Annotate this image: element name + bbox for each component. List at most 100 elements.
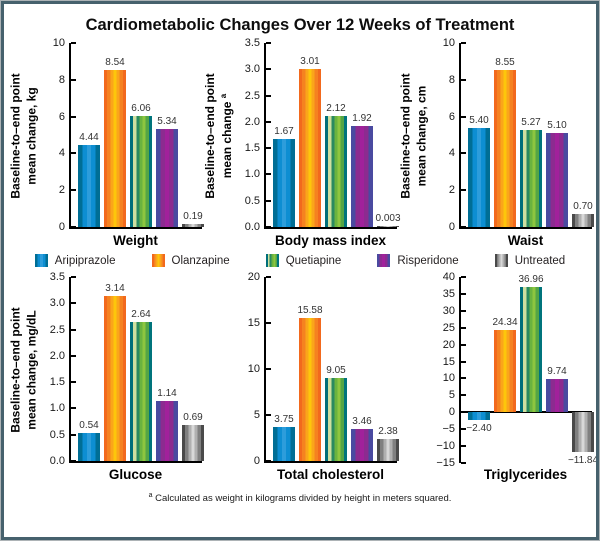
x-axis-title-glucose: Glucose	[108, 467, 163, 482]
footnote-text: Calculated as weight in kilograms divide…	[155, 493, 452, 505]
bar-triglycerides-quetiapine	[520, 287, 542, 413]
legend-item-quetiapine: Quetiapine	[265, 254, 341, 267]
y-axis-label-glucose: Baseline-to–end point mean change, mg/dL	[8, 307, 38, 433]
legend-swatch-quetiapine	[265, 254, 279, 267]
chart-bmi: Baseline-to–end point mean change a 0.0 0.5…	[202, 37, 401, 248]
bar-waist-olanzapine	[494, 69, 516, 227]
bar-total-cholesterol-olanzapine	[299, 317, 321, 461]
y-tick	[266, 368, 271, 370]
bar-glucose-aripiprazole	[78, 432, 100, 461]
y-tick-label: 1.0	[49, 402, 65, 415]
plot-area-triglycerides: −15 −10 −5 0 5 10 15 20 25 30 35 40 −2.40 24.34 36.96 9…	[436, 271, 596, 469]
value-label-weight-olanzapine: 8.54	[105, 56, 125, 68]
y-tick	[461, 326, 466, 329]
y-tick-label: 0.0	[244, 221, 260, 233]
y-tick	[461, 42, 466, 44]
y-axis-label-area-waist: Baseline-to–end point mean change, cm	[397, 43, 431, 229]
y-tick	[71, 328, 76, 331]
y-tick-label: 3.0	[244, 63, 260, 76]
legend-label-untreated: Untreated	[514, 254, 566, 267]
y-tick-label: 6	[58, 110, 65, 123]
y-tick	[266, 322, 271, 324]
y-tick-label: 5	[448, 389, 455, 402]
y-tick-label: 6	[448, 110, 455, 123]
legend-item-aripiprazole: Aripiprazole	[34, 254, 116, 267]
y-tick	[461, 189, 466, 192]
y-tick	[461, 411, 466, 414]
bar-bmi-aripiprazole	[273, 139, 295, 227]
chart-triglycerides: −15 −10 −5 0 5 10 15 20 25 30 35 40 −2.40 24.34 36.96 9…	[397, 271, 596, 482]
y-tick	[266, 147, 271, 150]
y-tick-label: 8	[58, 73, 65, 86]
bar-triglycerides-risperidone	[546, 379, 568, 413]
y-tick-label: 1.0	[244, 168, 260, 181]
y-tick-label: 2.0	[244, 115, 260, 128]
y-tick	[71, 115, 76, 118]
y-tick-label: 35	[442, 287, 455, 300]
value-label-triglycerides-olanzapine: 24.34	[492, 316, 518, 328]
legend-label-aripiprazole: Aripiprazole	[54, 254, 116, 267]
x-axis-title-total-cholesterol: Total cholesterol	[276, 467, 385, 482]
value-label-bmi-aripiprazole: 1.67	[274, 126, 294, 138]
y-tick-label: 2	[58, 184, 65, 197]
chart-total-cholesterol: 0 5 10 15 20 3.75 15.58 9.05 3.46 2.38 Total chole…	[202, 271, 399, 482]
value-label-glucose-olanzapine: 3.14	[105, 282, 125, 294]
value-label-waist-quetiapine: 5.27	[521, 117, 541, 129]
y-axis-label-area-glucose: Baseline-to–end point mean change, mg/dL	[7, 277, 41, 463]
x-axis-title-bmi: Body mass index	[274, 233, 387, 248]
y-tick	[461, 394, 466, 397]
y-tick	[71, 42, 76, 44]
value-label-bmi-olanzapine: 3.01	[300, 55, 320, 67]
y-tick	[461, 360, 466, 363]
y-tick-label: 4	[448, 147, 455, 160]
y-tick-label: 15	[247, 317, 260, 329]
y-tick-label: 2.5	[49, 323, 65, 336]
bar-weight-untreated	[182, 223, 204, 227]
bar-total-cholesterol-risperidone	[351, 429, 373, 461]
y-tick-label: 4	[58, 147, 65, 160]
x-axis-title-weight: Weight	[113, 233, 158, 248]
y-axis-label-bmi: Baseline-to–end point mean change a	[202, 73, 234, 199]
y-tick-label: 30	[442, 304, 455, 317]
chart-body-waist: Baseline-to–end point mean change, cm 0 2 4 6…	[397, 37, 594, 233]
chart-body-glucose: Baseline-to–end point mean change, mg/dL 0…	[7, 271, 204, 467]
y-tick-label: −10	[436, 440, 455, 453]
y-tick	[461, 115, 466, 118]
value-label-total-cholesterol-aripiprazole: 3.75	[274, 413, 294, 425]
y-tick	[266, 42, 271, 44]
plot-area-waist: 0 2 4 6 8 10 5.40 8.55 5.27 5.10 0.70	[443, 37, 594, 233]
y-tick-label: 10	[247, 363, 260, 375]
y-tick	[71, 460, 76, 462]
y-tick	[71, 276, 76, 278]
value-label-triglycerides-risperidone: 9.74	[547, 366, 567, 378]
bar-bmi-untreated	[377, 226, 399, 227]
value-label-total-cholesterol-risperidone: 3.46	[352, 416, 372, 428]
bar-waist-aripiprazole	[468, 127, 490, 227]
bar-total-cholesterol-aripiprazole	[273, 426, 295, 461]
footnote-marker: a	[148, 492, 153, 499]
y-tick	[71, 189, 76, 192]
value-label-waist-untreated: 0.70	[573, 201, 593, 213]
bar-triglycerides-untreated	[572, 412, 594, 453]
bar-glucose-risperidone	[156, 401, 178, 461]
y-tick	[461, 292, 466, 295]
y-tick-label: 8	[448, 73, 455, 86]
y-tick-label: 20	[247, 271, 260, 283]
y-tick	[461, 343, 466, 346]
chart-body-weight: Baseline-to–end point mean change, kg 0 2 4 6…	[7, 37, 204, 233]
y-tick-label: 40	[442, 271, 455, 283]
bar-glucose-quetiapine	[130, 322, 152, 461]
value-label-total-cholesterol-olanzapine: 15.58	[297, 304, 323, 316]
value-label-weight-aripiprazole: 4.44	[79, 132, 99, 144]
y-tick	[71, 226, 76, 228]
legend: Aripiprazole Olanzapine Quetiapine Risperid…	[4, 254, 596, 267]
bar-triglycerides-aripiprazole	[468, 412, 490, 421]
y-tick	[266, 226, 271, 228]
y-tick	[71, 381, 76, 384]
bar-waist-untreated	[572, 214, 594, 227]
x-axis-title-waist: Waist	[507, 233, 544, 248]
value-label-glucose-aripiprazole: 0.54	[79, 419, 99, 431]
legend-swatch-untreated	[494, 254, 508, 267]
y-tick	[461, 309, 466, 312]
